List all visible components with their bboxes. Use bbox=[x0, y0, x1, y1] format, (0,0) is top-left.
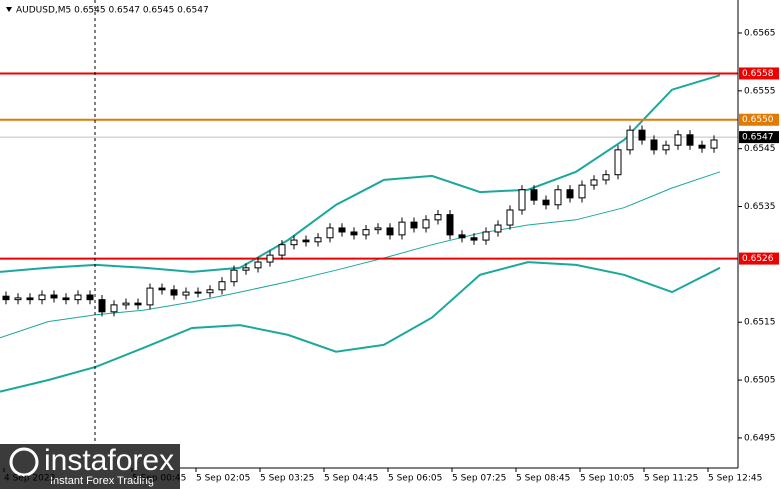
candle-body bbox=[230, 269, 238, 283]
level-label: 0.6558 bbox=[742, 69, 774, 79]
candle-body bbox=[566, 189, 574, 199]
candle-body bbox=[146, 287, 154, 306]
candle-body bbox=[710, 139, 718, 149]
candle-body bbox=[626, 129, 634, 151]
candle-body bbox=[614, 149, 622, 176]
candle-body bbox=[374, 227, 382, 231]
candle-body bbox=[278, 244, 286, 256]
y-tick-label: 0.6505 bbox=[744, 376, 776, 386]
candle-body bbox=[338, 227, 346, 233]
candle-body bbox=[494, 224, 502, 233]
candle-body bbox=[74, 294, 82, 301]
candle-body bbox=[470, 237, 478, 241]
level-label: 0.6526 bbox=[742, 254, 774, 264]
candle-body bbox=[26, 297, 34, 301]
candle-body bbox=[518, 189, 526, 211]
candle-body bbox=[134, 302, 142, 306]
candle-body bbox=[386, 227, 394, 236]
current-price-label: 0.6547 bbox=[742, 133, 774, 143]
band-middle bbox=[0, 171, 721, 339]
candle-body bbox=[50, 294, 58, 299]
y-tick-label: 0.6535 bbox=[744, 202, 776, 212]
candle-body bbox=[362, 229, 370, 236]
candle-body bbox=[38, 294, 46, 301]
level-label-box bbox=[739, 113, 779, 126]
candle-body bbox=[218, 281, 226, 291]
band-upper bbox=[0, 74, 721, 273]
tagline: Instant Forex Trading bbox=[50, 475, 154, 487]
plot-area bbox=[0, 72, 738, 393]
candle-body bbox=[326, 227, 334, 239]
candle-body bbox=[398, 221, 406, 236]
brand: instaforex bbox=[44, 444, 174, 477]
candle-body bbox=[98, 299, 106, 313]
x-tick-label: 5 Sep 03:25 bbox=[260, 474, 314, 484]
candle-body bbox=[482, 231, 490, 241]
x-tick-label: 5 Sep 00:45 bbox=[132, 474, 186, 484]
candle-body bbox=[638, 129, 646, 141]
logo-icon bbox=[9, 447, 39, 477]
band-lower bbox=[0, 261, 721, 393]
candle-body bbox=[650, 139, 658, 151]
candle-body bbox=[158, 287, 166, 291]
y-tick-label: 0.6555 bbox=[744, 86, 776, 96]
candle-body bbox=[662, 144, 670, 151]
candle-body bbox=[674, 134, 682, 146]
candle-body bbox=[206, 289, 214, 294]
candle-body bbox=[434, 214, 442, 221]
candle-body bbox=[194, 291, 202, 294]
chart-title: AUDUSD,M5 0.6545 0.6547 0.6545 0.6547 bbox=[16, 6, 209, 16]
candle-body bbox=[2, 295, 10, 301]
candle-body bbox=[254, 261, 262, 269]
level-label-box bbox=[739, 67, 779, 80]
candle-body bbox=[530, 189, 538, 201]
candle-body bbox=[554, 189, 562, 206]
candle-body bbox=[86, 294, 94, 301]
x-tick-label: 5 Sep 07:25 bbox=[452, 474, 506, 484]
level-label: 0.6550 bbox=[742, 115, 774, 125]
x-tick-label: 5 Sep 10:05 bbox=[580, 474, 634, 484]
level-label-box bbox=[739, 252, 779, 265]
x-tick-label: 5 Sep 06:05 bbox=[388, 474, 442, 484]
candle-body bbox=[14, 297, 22, 301]
x-tick-label: 5 Sep 11:25 bbox=[644, 474, 698, 484]
candle-body bbox=[122, 302, 130, 306]
candle-body bbox=[446, 214, 454, 236]
x-tick-label: 4 Sep 2023 bbox=[4, 474, 55, 484]
candle-body bbox=[266, 254, 274, 263]
candle-body bbox=[110, 304, 118, 313]
candle-body bbox=[458, 234, 466, 239]
candle-body bbox=[182, 291, 190, 296]
menu-arrow bbox=[6, 7, 12, 12]
y-tick-label: 0.6495 bbox=[744, 433, 776, 443]
x-tick-label: 5 Sep 12:45 bbox=[708, 474, 762, 484]
x-tick-label: 5 Sep 04:45 bbox=[324, 474, 378, 484]
candle-body bbox=[590, 179, 598, 186]
candle-body bbox=[686, 134, 694, 146]
candle-body bbox=[542, 199, 550, 206]
watermark: instaforex Instant Forex Trading bbox=[0, 444, 180, 489]
y-tick-label: 0.6515 bbox=[744, 318, 776, 328]
y-tick-label: 0.6545 bbox=[744, 144, 776, 154]
y-tick-label: 0.6565 bbox=[744, 28, 776, 38]
candle-body bbox=[422, 219, 430, 229]
candle-body bbox=[578, 184, 586, 199]
candle-body bbox=[314, 237, 322, 243]
candle-body bbox=[350, 231, 358, 236]
x-tick-label: 5 Sep 02:05 bbox=[196, 474, 250, 484]
x-tick-label: 5 Sep 08:45 bbox=[516, 474, 570, 484]
candle-body bbox=[62, 297, 70, 301]
candle-body bbox=[506, 209, 514, 226]
candle-body bbox=[170, 289, 178, 296]
candle-body bbox=[290, 239, 298, 246]
candle-body bbox=[410, 221, 418, 229]
current-price-label-box bbox=[739, 131, 779, 144]
candle-body bbox=[302, 239, 310, 243]
candle-body bbox=[242, 267, 250, 271]
candle-body bbox=[602, 174, 610, 181]
candle-body bbox=[698, 144, 706, 149]
